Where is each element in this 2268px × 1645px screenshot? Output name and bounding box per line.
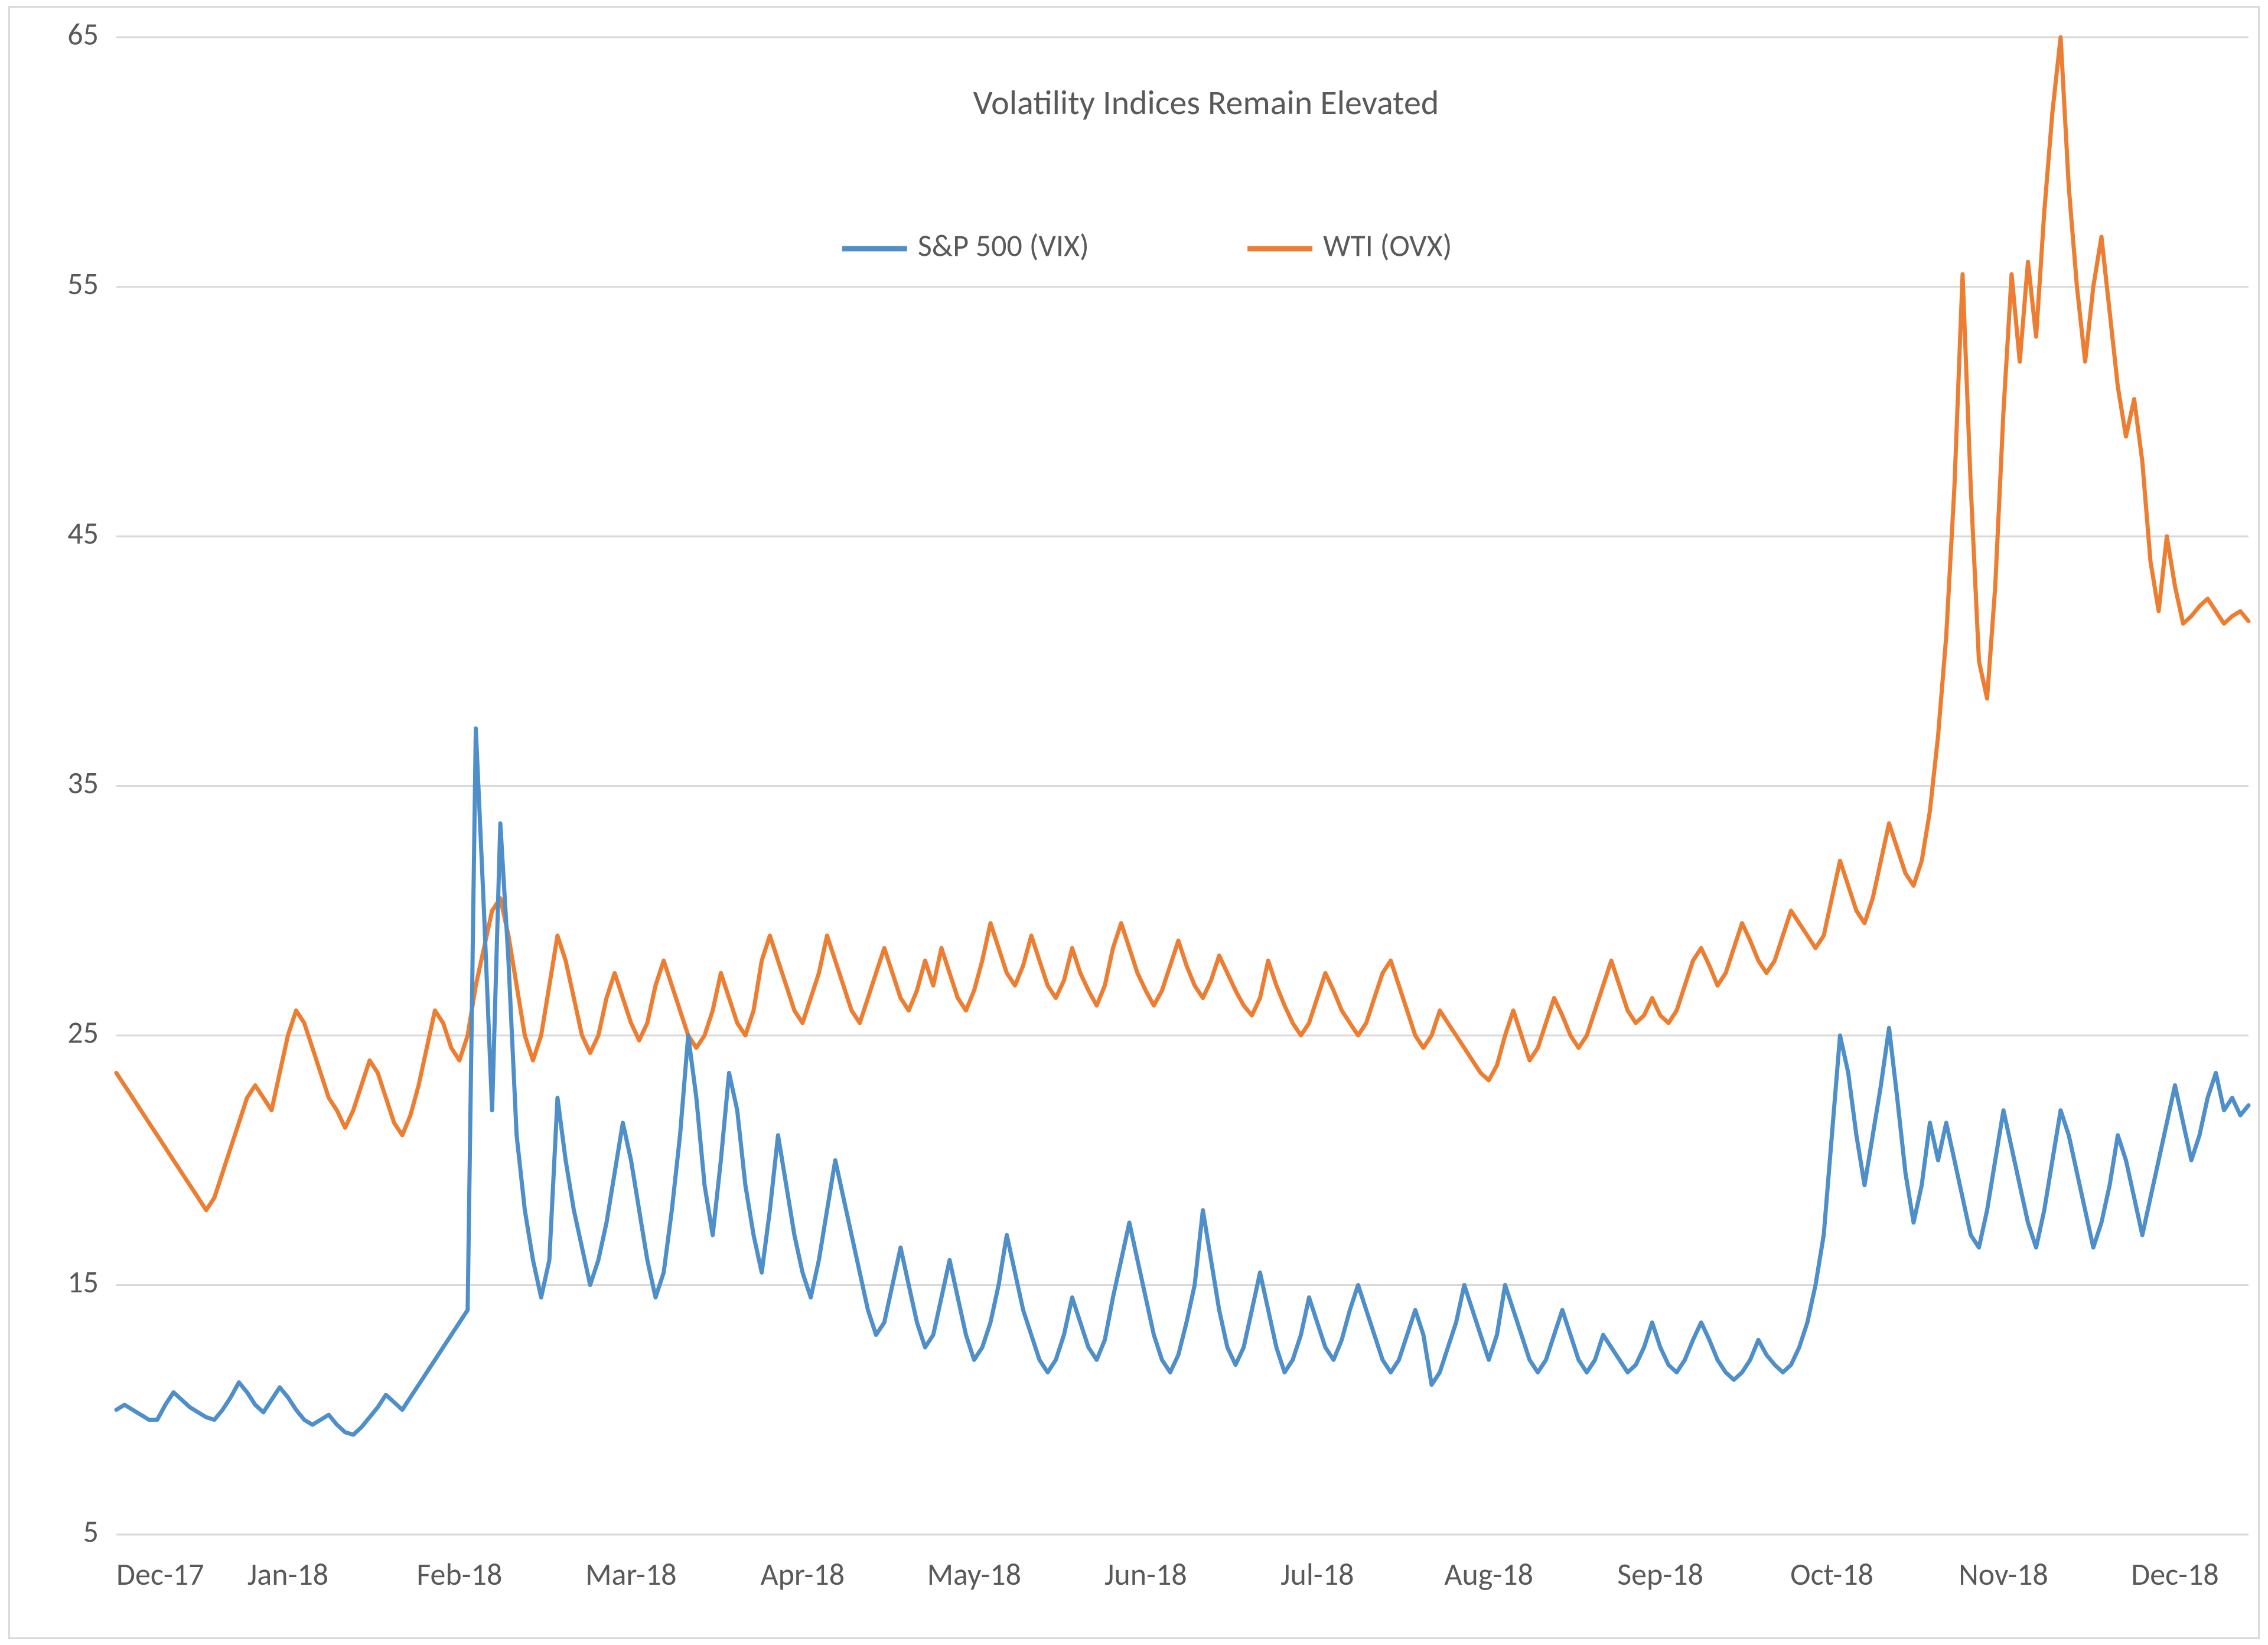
x-axis-tick-label: Mar-18	[585, 1555, 677, 1593]
x-axis-tick-label: Dec-18	[2131, 1555, 2218, 1593]
x-axis-tick-label: Sep-18	[1617, 1555, 1703, 1593]
x-axis-tick-label: May-18	[927, 1555, 1021, 1593]
series-line-vix	[116, 728, 2249, 1435]
legend-label-vix: S&P 500 (VIX)	[918, 226, 1089, 264]
x-axis-tick-label: Aug-18	[1444, 1555, 1533, 1593]
x-axis-tick-label: Jan-18	[247, 1555, 328, 1593]
x-axis-tick-label: Apr-18	[761, 1555, 845, 1593]
legend-label-ovx: WTI (OVX)	[1323, 226, 1452, 264]
y-axis-tick-label: 5	[83, 1512, 99, 1550]
x-axis-tick-label: Jul-18	[1280, 1555, 1354, 1593]
chart-svg: 5 15 25 35 45 55 65 Dec-17 Jan-18 Feb-18 Mar-18 Apr…	[10, 8, 2262, 1641]
series-line-ovx	[116, 37, 2249, 1210]
x-axis-tick-label: Dec-17	[116, 1555, 204, 1593]
y-axis-tick-label: 65	[67, 15, 99, 53]
x-axis-tick-label: Feb-18	[416, 1555, 502, 1593]
volatility-chart: 5 15 25 35 45 55 65 Dec-17 Jan-18 Feb-18 Mar-18 Apr…	[8, 6, 2260, 1639]
y-axis-tick-label: 15	[67, 1263, 99, 1301]
x-axis-tick-label: Nov-18	[1959, 1555, 2048, 1593]
y-axis-tick-label: 55	[67, 265, 99, 302]
x-axis-tick-label: Jun-18	[1104, 1555, 1187, 1593]
y-axis-tick-label: 25	[67, 1013, 99, 1051]
x-axis-tick-label: Oct-18	[1790, 1555, 1873, 1593]
y-axis-tick-label: 45	[67, 514, 99, 552]
y-axis-tick-label: 35	[67, 764, 99, 802]
chart-title: Volatility Indices Remain Elevated	[973, 82, 1439, 123]
